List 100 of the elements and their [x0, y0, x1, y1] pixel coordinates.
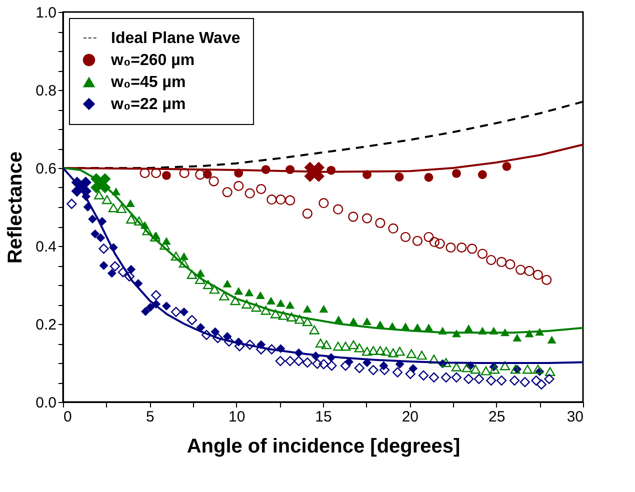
point — [146, 302, 155, 312]
point — [66, 198, 77, 209]
point — [234, 180, 244, 192]
point — [90, 229, 100, 238]
x-tick-label: 10 — [228, 408, 246, 426]
legend-label: w₀=260 µm — [110, 52, 195, 69]
point — [392, 367, 403, 378]
point — [486, 375, 496, 386]
point — [388, 348, 398, 358]
point — [160, 240, 170, 250]
point — [394, 172, 404, 182]
point — [348, 340, 359, 350]
point — [428, 372, 440, 382]
point — [302, 304, 312, 313]
point — [532, 364, 544, 374]
legend-label: w₀=22 µm — [110, 96, 186, 113]
point — [99, 261, 108, 270]
point — [512, 334, 522, 342]
point — [180, 252, 188, 260]
point — [354, 363, 364, 374]
point — [429, 237, 440, 248]
y-tick-label: 1.0 — [36, 4, 56, 22]
point — [151, 290, 162, 300]
point — [470, 364, 481, 374]
y-tick-label: 0.0 — [36, 394, 56, 412]
point — [333, 204, 344, 214]
point — [440, 372, 452, 382]
point — [316, 338, 326, 348]
point — [452, 168, 461, 178]
point — [362, 317, 372, 326]
point — [196, 323, 206, 332]
point — [178, 258, 190, 268]
point — [348, 212, 358, 222]
point — [400, 232, 411, 242]
y-tick-label: 0.6 — [36, 160, 56, 178]
point — [234, 286, 244, 295]
point — [116, 204, 126, 214]
point — [412, 236, 423, 246]
point — [440, 358, 452, 368]
point — [242, 300, 252, 309]
point — [294, 314, 305, 324]
point — [222, 187, 232, 198]
point — [110, 261, 120, 272]
point — [251, 302, 262, 312]
x-axis-title: Angle of incidence [degrees] — [186, 436, 460, 458]
legend-label: w₀=45 µm — [110, 74, 186, 91]
point — [222, 280, 232, 288]
point — [186, 270, 198, 279]
point — [126, 214, 136, 224]
point — [286, 301, 295, 309]
point — [124, 271, 134, 282]
point — [309, 325, 320, 334]
point — [406, 349, 416, 358]
point — [266, 344, 277, 354]
point — [474, 374, 484, 384]
point — [98, 244, 109, 254]
point — [140, 168, 150, 178]
x-tick-label: 20 — [402, 408, 419, 426]
point — [278, 310, 289, 320]
point — [394, 346, 405, 356]
point — [270, 309, 281, 318]
point — [522, 364, 533, 374]
x-tick-label: 25 — [488, 408, 506, 426]
point — [362, 213, 372, 224]
point — [333, 342, 344, 351]
point — [388, 223, 398, 234]
x-tick-label: 15 — [315, 408, 332, 426]
point — [502, 162, 512, 171]
point — [186, 315, 198, 326]
point — [424, 232, 434, 242]
point — [195, 275, 206, 284]
point — [150, 232, 160, 242]
point — [170, 306, 182, 317]
point — [244, 340, 255, 350]
point — [340, 342, 351, 351]
point — [547, 336, 556, 344]
point — [532, 270, 544, 280]
point — [88, 214, 97, 224]
point — [424, 172, 434, 182]
point — [446, 242, 456, 253]
point — [536, 379, 546, 390]
point — [375, 346, 386, 355]
point — [418, 370, 429, 381]
point — [416, 350, 427, 360]
point — [368, 346, 378, 355]
y-tick-label: 0.2 — [36, 316, 56, 334]
point — [451, 362, 462, 372]
point — [340, 360, 351, 371]
point — [464, 374, 474, 384]
point — [212, 332, 223, 344]
point — [151, 168, 162, 178]
point — [354, 343, 364, 352]
point — [318, 198, 329, 208]
point — [480, 366, 492, 376]
point — [466, 244, 478, 254]
point — [302, 317, 312, 326]
y-axis-title: Reflectance — [4, 151, 27, 264]
point — [284, 195, 296, 206]
point — [524, 266, 534, 276]
point — [428, 354, 440, 364]
